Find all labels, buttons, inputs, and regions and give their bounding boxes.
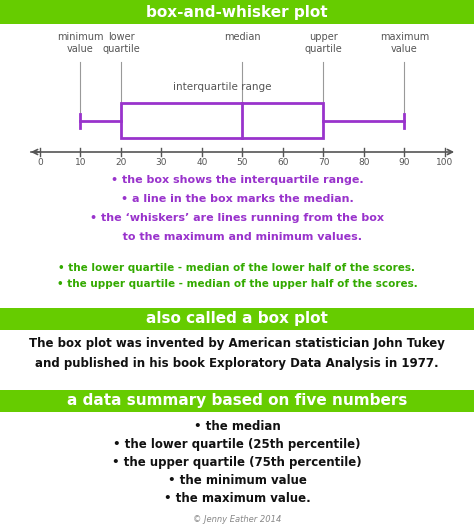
Text: maximum
value: maximum value xyxy=(380,32,429,55)
Text: • the lower quartile - median of the lower half of the scores.: • the lower quartile - median of the low… xyxy=(58,263,416,273)
Text: • the maximum value.: • the maximum value. xyxy=(164,492,310,505)
Bar xyxy=(0,0,474,24)
Text: minimum
value: minimum value xyxy=(57,32,104,55)
Text: • the box shows the interquartile range.: • the box shows the interquartile range. xyxy=(111,175,363,185)
Text: a data summary based on five numbers: a data summary based on five numbers xyxy=(67,394,407,408)
Text: • a line in the box marks the median.: • a line in the box marks the median. xyxy=(120,194,354,204)
Text: • the ‘whiskers’ are lines running from the box: • the ‘whiskers’ are lines running from … xyxy=(90,213,384,223)
Text: • the lower quartile (25th percentile): • the lower quartile (25th percentile) xyxy=(113,438,361,451)
Text: lower
quartile: lower quartile xyxy=(102,32,140,55)
Text: • the upper quartile (75th percentile): • the upper quartile (75th percentile) xyxy=(112,456,362,469)
Text: upper
quartile: upper quartile xyxy=(305,32,342,55)
Text: 60: 60 xyxy=(277,158,289,167)
Text: 80: 80 xyxy=(358,158,370,167)
Bar xyxy=(0,308,474,330)
Text: 40: 40 xyxy=(196,158,208,167)
Text: • the minimum value: • the minimum value xyxy=(168,474,306,487)
Text: 0: 0 xyxy=(37,158,43,167)
Text: to the maximum and minimum values.: to the maximum and minimum values. xyxy=(111,232,363,242)
Text: box-and-whisker plot: box-and-whisker plot xyxy=(146,5,328,19)
Bar xyxy=(121,103,323,138)
Text: The box plot was invented by American statistician John Tukey
and published in h: The box plot was invented by American st… xyxy=(29,337,445,370)
Text: 100: 100 xyxy=(437,158,454,167)
Text: 30: 30 xyxy=(156,158,167,167)
Text: interquartile range: interquartile range xyxy=(173,82,272,92)
Text: © Jenny Eather 2014: © Jenny Eather 2014 xyxy=(193,515,281,524)
Text: 90: 90 xyxy=(399,158,410,167)
Text: 50: 50 xyxy=(237,158,248,167)
Text: 10: 10 xyxy=(75,158,86,167)
Text: • the median: • the median xyxy=(193,420,281,433)
Text: median: median xyxy=(224,32,261,42)
Text: also called a box plot: also called a box plot xyxy=(146,311,328,327)
Text: • the upper quartile - median of the upper half of the scores.: • the upper quartile - median of the upp… xyxy=(56,279,418,289)
Text: 70: 70 xyxy=(318,158,329,167)
Bar xyxy=(0,390,474,412)
Text: 20: 20 xyxy=(115,158,127,167)
